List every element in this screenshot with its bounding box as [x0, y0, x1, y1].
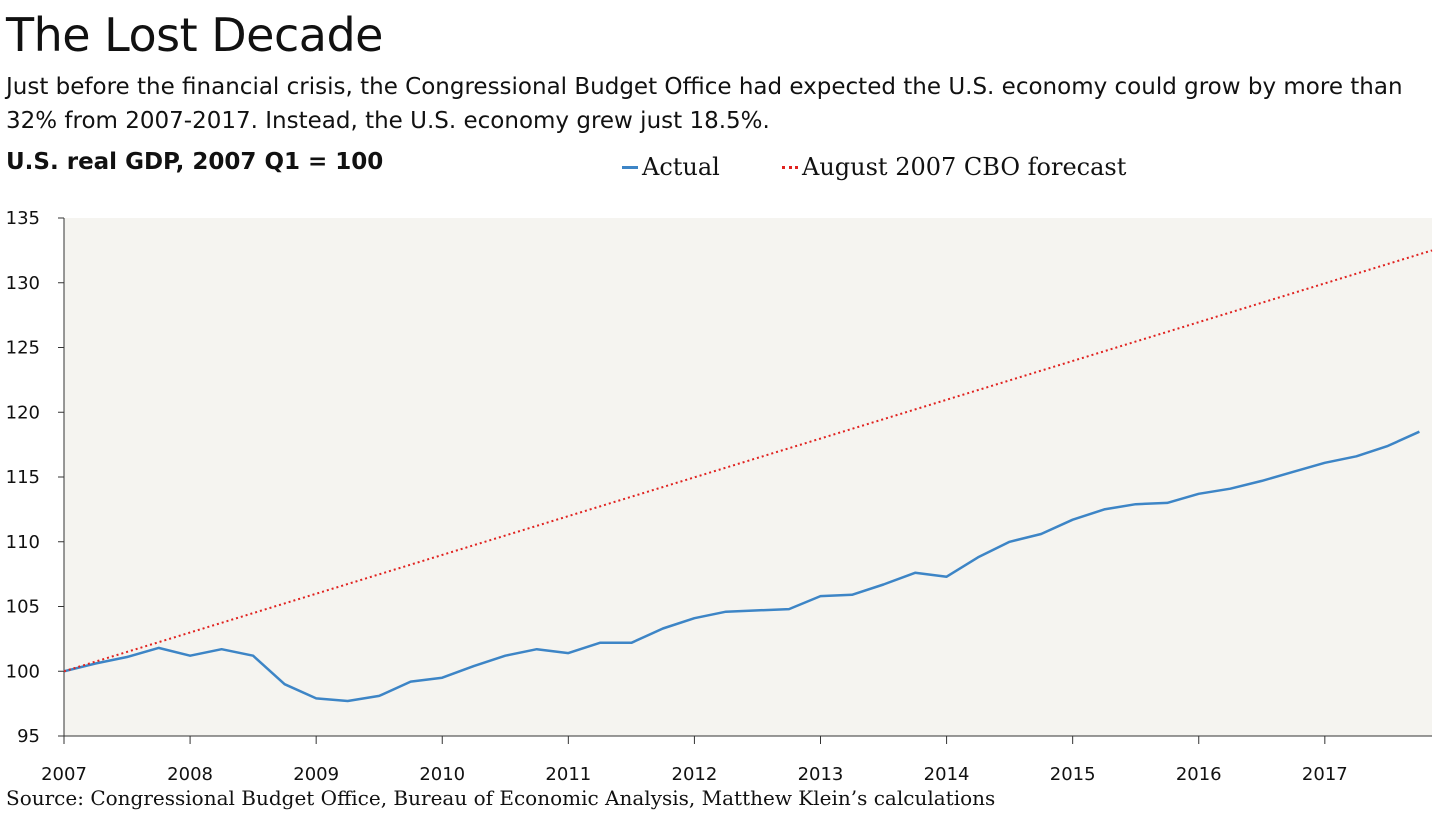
chart-title: The Lost Decade: [6, 8, 383, 62]
x-axis: 2007 2008 2009 2010 2011 2012 2013 2014 2015 2016…: [41, 735, 1432, 785]
legend-swatch-forecast: [782, 165, 798, 169]
x-tick-label: 2016: [1176, 764, 1222, 785]
y-axis-title: U.S. real GDP, 2007 Q1 = 100: [6, 149, 384, 175]
legend-item-actual: Actual: [622, 152, 720, 182]
legend-item-forecast: August 2007 CBO forecast: [782, 152, 1126, 182]
y-tick-label: 120: [6, 402, 40, 423]
series-line-actual: [63, 430, 1420, 703]
y-tick-label: 110: [6, 532, 40, 553]
legend-label-forecast: August 2007 CBO forecast: [802, 153, 1127, 181]
x-tick-label: 2009: [293, 764, 339, 785]
x-tick-label: 2012: [672, 764, 718, 785]
y-tick-label: 130: [6, 273, 40, 294]
series-group: [63, 249, 1433, 703]
chart-subtitle: Just before the financial crisis, the Co…: [6, 74, 1403, 134]
x-tick-label: 2011: [545, 764, 591, 785]
y-axis: 95 100 105 110 115 120 125 130 135: [6, 208, 65, 747]
series-line-forecast: [63, 249, 1433, 673]
plot-area: [64, 218, 1432, 736]
legend-label-actual: Actual: [642, 153, 720, 181]
x-tick-label: 2007: [41, 764, 87, 785]
x-tick-label: 2013: [798, 764, 844, 785]
x-tick-label: 2015: [1050, 764, 1096, 785]
y-tick-label: 95: [17, 726, 40, 747]
x-tick-label: 2010: [419, 764, 465, 785]
y-tick-label: 100: [6, 661, 40, 682]
source-note: Source: Congressional Budget Office, Bur…: [6, 786, 996, 810]
x-tick-label: 2014: [924, 764, 970, 785]
x-tick-label: 2008: [167, 764, 213, 785]
y-tick-label: 115: [6, 467, 40, 488]
legend-swatch-actual: [622, 165, 638, 169]
y-tick-label: 125: [6, 338, 40, 359]
y-tick-label: 135: [6, 208, 40, 229]
x-tick-label: 2017: [1302, 764, 1348, 785]
y-tick-label: 105: [6, 597, 40, 618]
